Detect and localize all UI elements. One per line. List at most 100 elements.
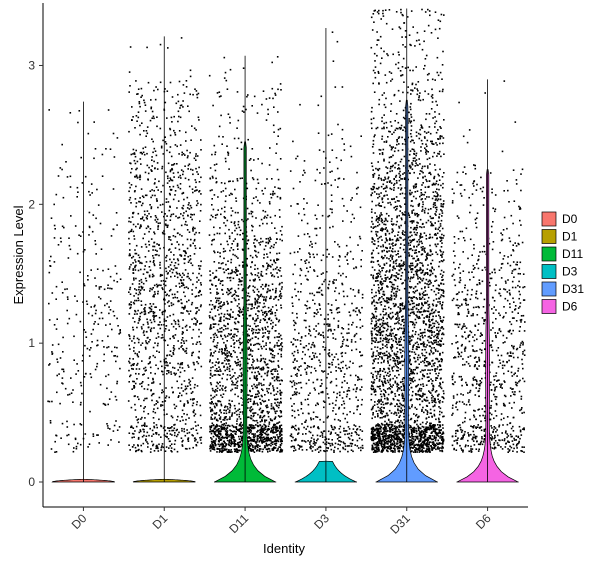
data-point (318, 287, 320, 290)
data-point (242, 67, 245, 69)
data-point (148, 306, 151, 309)
data-point (215, 177, 217, 180)
data-point (179, 400, 182, 402)
data-point (184, 434, 187, 437)
data-point (218, 351, 220, 353)
data-point (179, 366, 181, 369)
data-point (213, 164, 216, 166)
data-point (266, 363, 269, 365)
data-point (348, 432, 351, 435)
data-point (261, 420, 263, 422)
data-point (256, 294, 259, 296)
data-point (166, 373, 168, 375)
data-point (250, 425, 252, 428)
data-point (253, 425, 255, 427)
data-point (212, 216, 214, 218)
data-point (274, 92, 276, 95)
data-point (250, 169, 252, 172)
data-point (328, 355, 331, 358)
data-point (231, 413, 233, 416)
data-point (248, 368, 251, 370)
data-point (183, 291, 185, 294)
data-point (156, 446, 159, 448)
data-point (200, 442, 203, 444)
data-point (426, 180, 428, 183)
data-point (249, 439, 251, 442)
data-point (260, 237, 262, 240)
data-point (193, 398, 195, 400)
data-point (335, 157, 338, 159)
data-point (230, 207, 233, 209)
data-point (349, 442, 352, 445)
data-point (252, 197, 255, 199)
data-point (96, 434, 98, 436)
data-point (241, 431, 244, 434)
data-point (265, 310, 267, 313)
data-point (138, 256, 141, 259)
data-point (356, 433, 358, 436)
data-point (170, 371, 172, 373)
data-point (267, 447, 270, 450)
data-point (138, 351, 140, 353)
data-point (196, 310, 198, 313)
data-point (153, 316, 155, 319)
data-point (353, 267, 355, 270)
data-point (140, 418, 142, 420)
data-point (211, 284, 214, 286)
data-point (180, 224, 183, 227)
data-point (355, 431, 357, 434)
data-point (231, 210, 234, 212)
data-point (106, 425, 109, 427)
data-point (209, 274, 212, 276)
data-point (49, 265, 51, 267)
data-point (172, 172, 175, 174)
data-point (238, 311, 241, 314)
data-point (309, 306, 311, 309)
data-point (183, 286, 186, 289)
data-point (48, 364, 50, 366)
data-point (225, 195, 227, 197)
data-point (138, 319, 140, 322)
data-point (161, 370, 163, 373)
data-point (252, 328, 255, 331)
data-point (196, 320, 199, 322)
data-point (326, 256, 328, 258)
data-point (258, 310, 260, 313)
data-point (55, 285, 58, 288)
data-point (250, 414, 252, 417)
data-point (333, 426, 336, 428)
data-point (182, 282, 184, 285)
data-point (220, 411, 222, 414)
data-point (181, 154, 183, 156)
data-point (222, 447, 224, 449)
data-point (260, 426, 263, 429)
data-point (220, 403, 222, 406)
data-point (215, 385, 218, 387)
data-point (137, 421, 139, 424)
data-point (231, 437, 234, 439)
data-point (239, 428, 241, 430)
data-point (226, 374, 229, 376)
data-point (256, 378, 259, 380)
data-point (209, 450, 212, 452)
data-point (417, 269, 419, 272)
data-point (164, 303, 166, 305)
data-point (146, 46, 148, 49)
data-point (256, 439, 259, 442)
data-point (147, 336, 149, 339)
data-point (323, 167, 325, 169)
data-point (256, 274, 259, 277)
data-point (272, 321, 274, 324)
data-point (172, 313, 175, 316)
data-point (261, 442, 263, 444)
data-point (145, 216, 148, 219)
data-point (235, 328, 237, 330)
data-point (411, 440, 414, 442)
data-point (399, 205, 401, 207)
data-point (196, 361, 198, 363)
data-point (129, 230, 132, 233)
data-point (189, 151, 191, 154)
data-point (263, 312, 266, 314)
data-point (249, 428, 252, 431)
data-point (181, 409, 184, 412)
